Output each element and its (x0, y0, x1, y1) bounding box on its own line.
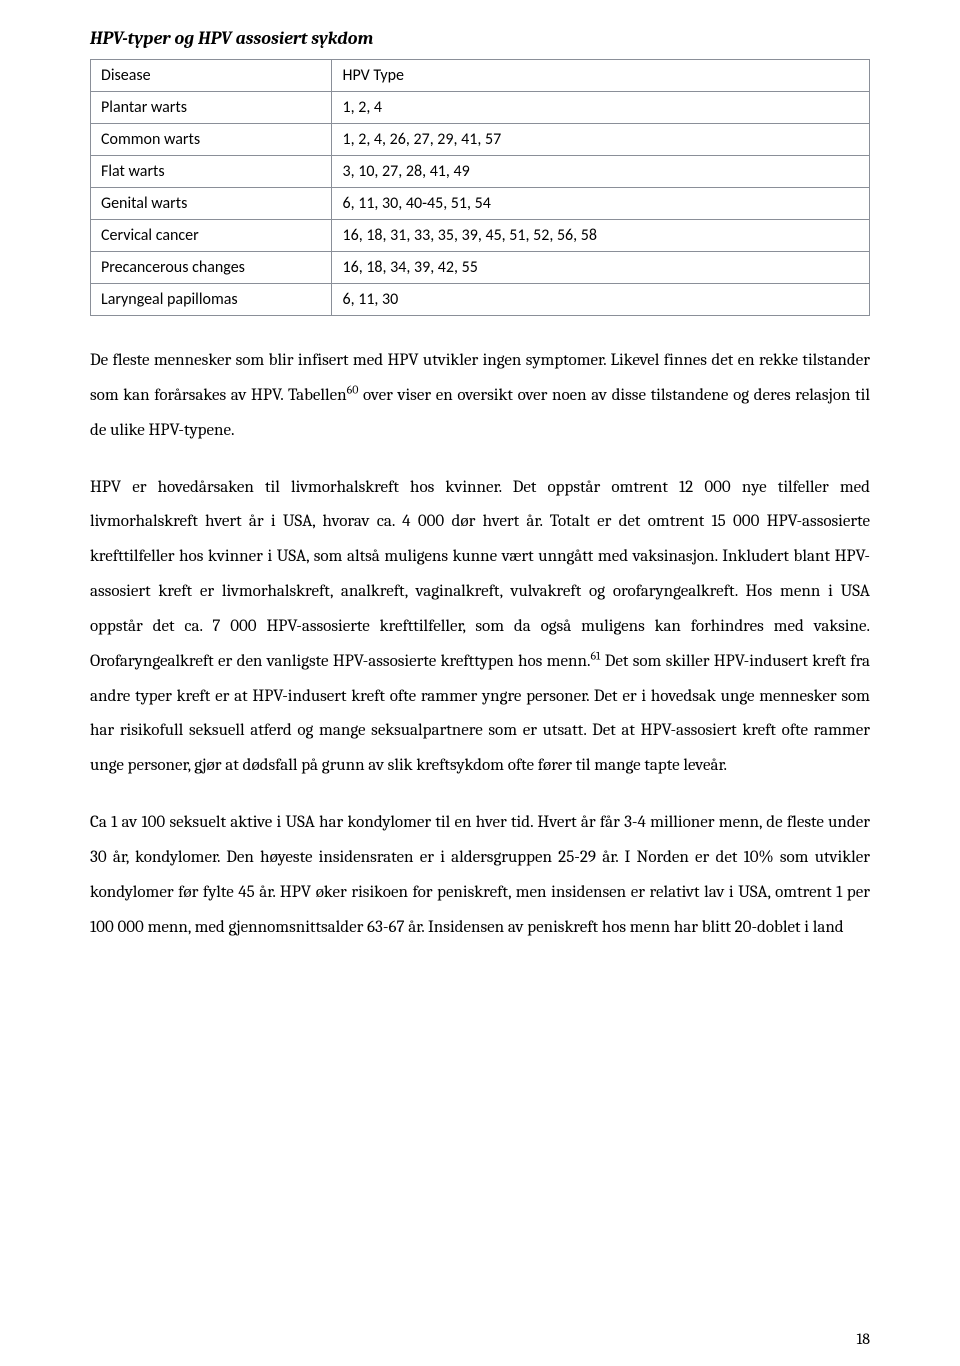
table-header-row: Disease HPV Type (91, 60, 870, 92)
table-cell-disease: Genital warts (91, 188, 332, 220)
hpv-types-table: Disease HPV Type Plantar warts 1, 2, 4 C… (90, 59, 870, 316)
table-cell-disease: Laryngeal papillomas (91, 284, 332, 316)
table-row: Common warts 1, 2, 4, 26, 27, 29, 41, 57 (91, 124, 870, 156)
table-row: Laryngeal papillomas 6, 11, 30 (91, 284, 870, 316)
paragraph-2-part-a: HPV er hovedårsaken til livmorhalskreft … (90, 478, 870, 671)
table-cell-type: 3, 10, 27, 28, 41, 49 (332, 156, 870, 188)
table-header-disease: Disease (91, 60, 332, 92)
table-cell-type: 1, 2, 4, 26, 27, 29, 41, 57 (332, 124, 870, 156)
table-cell-type: 6, 11, 30 (332, 284, 870, 316)
table-cell-type: 1, 2, 4 (332, 92, 870, 124)
section-heading: HPV-typer og HPV assosiert sykdom (90, 28, 870, 49)
table-cell-disease: Common warts (91, 124, 332, 156)
page: HPV-typer og HPV assosiert sykdom Diseas… (0, 0, 960, 1366)
table-cell-type: 16, 18, 31, 33, 35, 39, 45, 51, 52, 56, … (332, 220, 870, 252)
table-row: Cervical cancer 16, 18, 31, 33, 35, 39, … (91, 220, 870, 252)
table-row: Plantar warts 1, 2, 4 (91, 92, 870, 124)
table-cell-disease: Precancerous changes (91, 252, 332, 284)
paragraph-3: Ca 1 av 100 seksuelt aktive i USA har ko… (90, 806, 870, 945)
table-cell-disease: Plantar warts (91, 92, 332, 124)
table-cell-type: 6, 11, 30, 40-45, 51, 54 (332, 188, 870, 220)
table-header-hpv-type: HPV Type (332, 60, 870, 92)
table-cell-type: 16, 18, 34, 39, 42, 55 (332, 252, 870, 284)
table-cell-disease: Cervical cancer (91, 220, 332, 252)
footnote-ref-61: 61 (590, 648, 600, 662)
page-number: 18 (856, 1330, 870, 1348)
table-row: Genital warts 6, 11, 30, 40-45, 51, 54 (91, 188, 870, 220)
body-text: De fleste mennesker som blir infisert me… (90, 344, 870, 946)
paragraph-2: HPV er hovedårsaken til livmorhalskreft … (90, 471, 870, 785)
paragraph-1: De fleste mennesker som blir infisert me… (90, 344, 870, 449)
table-cell-disease: Flat warts (91, 156, 332, 188)
table-row: Precancerous changes 16, 18, 34, 39, 42,… (91, 252, 870, 284)
footnote-ref-60: 60 (347, 382, 359, 396)
table-row: Flat warts 3, 10, 27, 28, 41, 49 (91, 156, 870, 188)
